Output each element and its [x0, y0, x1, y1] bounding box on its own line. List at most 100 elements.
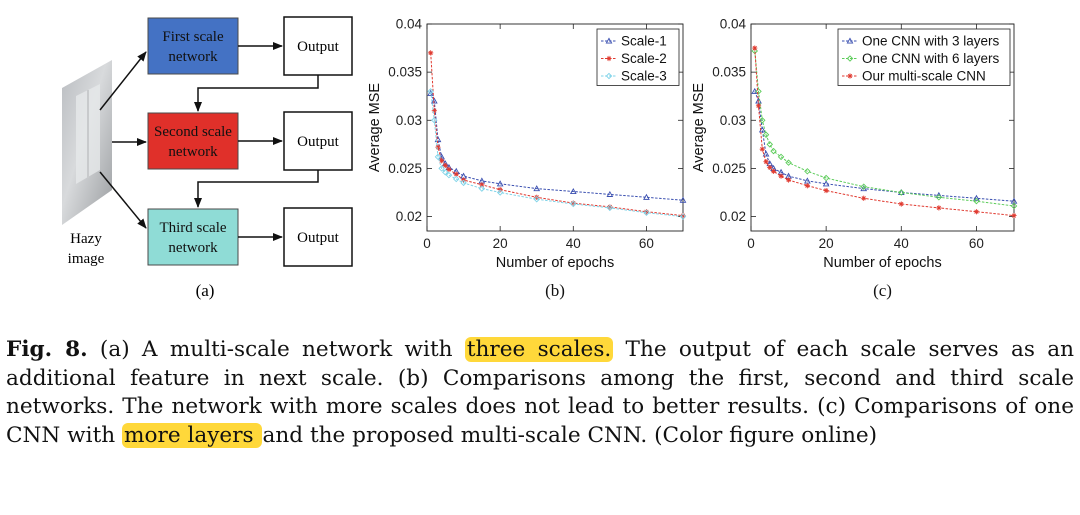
output-box-3	[283, 207, 353, 267]
data-point	[534, 194, 540, 200]
arrow-image-to-third	[99, 171, 147, 229]
caption-part2: The output of each scale serves as an ad…	[6, 337, 1075, 448]
data-point	[607, 204, 613, 210]
data-point	[770, 147, 777, 155]
legend-marker	[847, 73, 853, 79]
input-label-line1: Hazy	[70, 231, 102, 247]
data-point	[762, 131, 770, 138]
input-label-line2: image	[68, 251, 105, 267]
data-point	[431, 117, 438, 124]
chart-c: 0 20 40 60 0.02 0.025 0.03 0.035 0.04 Number of e…	[691, 17, 1018, 300]
legend-marker	[605, 72, 613, 80]
data-point	[759, 146, 765, 152]
legend-label: One CNN with 6 layers	[862, 51, 1000, 66]
panel-label-a: (a)	[196, 281, 215, 300]
data-point	[752, 45, 758, 51]
data-point	[569, 187, 577, 195]
third-scale-label-line2: network	[168, 240, 218, 256]
first-scale-label-line2: network	[168, 49, 218, 65]
data-point	[973, 197, 980, 205]
x-tick-label: 0	[423, 236, 431, 251]
data-point	[533, 185, 541, 192]
y-tick-label: 0.04	[396, 17, 423, 32]
legend-box	[837, 28, 1011, 86]
third-scale-label-line1: Third scale	[159, 220, 226, 236]
y-tick-label: 0.025	[712, 161, 746, 176]
data-point	[479, 182, 485, 188]
first-scale-label-line1: First scale	[162, 29, 224, 45]
data-point	[453, 175, 460, 183]
y-axis-label: Average MSE	[367, 83, 383, 173]
data-point	[442, 169, 449, 176]
legend: Scale-1 Scale-2 Scale-3	[596, 28, 680, 86]
output-label-3: Output	[297, 230, 340, 246]
arrow-output2-to-third	[194, 170, 319, 208]
data-point	[434, 153, 442, 161]
data-point	[755, 103, 762, 109]
y-tick-label: 0.03	[720, 113, 746, 128]
series-2	[751, 47, 1018, 210]
data-point	[446, 166, 452, 172]
data-point	[435, 144, 441, 150]
data-point	[606, 190, 614, 197]
data-point	[936, 205, 942, 211]
hazy-image	[62, 60, 112, 225]
data-point	[460, 179, 467, 187]
panel-label: (b)	[545, 281, 565, 300]
x-tick-label: 0	[747, 236, 755, 251]
x-tick-label: 60	[639, 236, 654, 251]
legend-marker	[605, 37, 613, 44]
legend-marker	[606, 55, 612, 62]
data-point	[785, 177, 792, 183]
data-point	[606, 204, 614, 212]
second-scale-label-line2: network	[168, 144, 218, 160]
data-point	[533, 195, 540, 203]
series-3	[752, 45, 1017, 219]
data-point	[804, 168, 811, 175]
y-tick-label: 0.02	[396, 209, 422, 224]
data-point	[643, 193, 650, 200]
caption-highlight-2: more layers	[122, 422, 263, 448]
data-point	[767, 164, 773, 171]
data-point	[438, 165, 445, 172]
data-point	[680, 212, 686, 219]
data-point	[973, 194, 980, 201]
data-point	[439, 158, 445, 164]
series-line	[754, 50, 1015, 207]
y-axis-label: Average MSE	[691, 83, 707, 173]
data-point	[778, 173, 784, 179]
x-axis-label: Number of epochs	[823, 255, 941, 271]
data-point	[762, 150, 770, 157]
legend-marker	[846, 55, 854, 62]
data-point	[823, 187, 829, 194]
legend-marker	[846, 37, 854, 44]
legend-label: Scale-3	[621, 69, 667, 84]
data-point	[445, 171, 453, 179]
data-point	[431, 108, 437, 114]
data-point	[898, 201, 904, 207]
figure-caption: Fig. 8. (a) A multi-scale network with t…	[6, 336, 1074, 450]
data-point	[453, 171, 459, 177]
third-scale-network-box	[147, 208, 239, 266]
data-point	[822, 180, 830, 187]
data-point	[570, 200, 577, 208]
caption-highlight-1: three scales.	[464, 337, 614, 362]
x-tick-label: 60	[969, 236, 984, 251]
caption-label: Fig. 8.	[6, 337, 88, 362]
y-tick-label: 0.04	[720, 17, 747, 32]
x-tick-label: 40	[566, 236, 581, 251]
data-point	[860, 183, 867, 190]
output-label-1: Output	[297, 39, 340, 55]
y-tick-label: 0.035	[712, 65, 746, 80]
data-point	[803, 177, 811, 184]
arrow-image-to-first	[99, 51, 147, 111]
figure: Hazy image First scale network Second sc…	[62, 16, 1018, 300]
legend-label: One CNN with 3 layers	[862, 34, 1000, 49]
data-point	[935, 194, 943, 201]
series-line	[430, 91, 684, 218]
data-point	[1010, 202, 1018, 210]
data-point	[759, 117, 766, 124]
diagram-panel: Hazy image First scale network Second sc…	[62, 16, 353, 300]
x-tick-label: 20	[493, 236, 508, 251]
data-point	[679, 196, 687, 203]
